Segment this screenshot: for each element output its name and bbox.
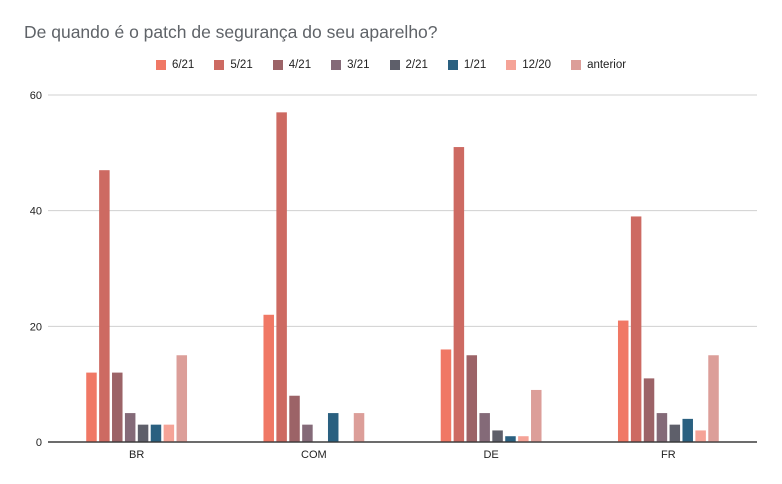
bar [492, 430, 503, 442]
bar [276, 112, 287, 442]
bar [440, 349, 452, 442]
bar [112, 372, 123, 442]
legend-swatch [447, 60, 458, 70]
legend-item: anterior [571, 59, 626, 71]
bar [695, 430, 706, 442]
y-tick-label: 20 [30, 321, 42, 333]
legend-swatch [331, 60, 342, 70]
bar [137, 424, 149, 442]
bar [124, 413, 136, 442]
legend-label: 1/21 [463, 59, 487, 71]
bar [643, 378, 655, 442]
bar [99, 170, 110, 442]
legend-item: 12/20 [506, 59, 551, 71]
y-tick-label: 0 [36, 437, 42, 449]
x-tick-label: BR [129, 449, 144, 461]
legend-label: 4/21 [288, 59, 312, 71]
legend-label: anterior [587, 59, 627, 71]
legend-label: 12/20 [522, 59, 552, 71]
bar [176, 355, 188, 442]
bar [327, 413, 339, 442]
legend-swatch [389, 60, 400, 70]
legend-item: 5/21 [214, 59, 253, 71]
bar [86, 372, 97, 442]
legend-swatch [506, 60, 517, 70]
bar [682, 418, 693, 442]
bar [630, 216, 642, 442]
bar [353, 413, 365, 442]
legend-item: 1/21 [447, 59, 487, 71]
legend-swatch [571, 60, 582, 70]
chart-title: De quando é o patch de segurança do seu … [24, 22, 438, 42]
legend-label: 2/21 [405, 59, 428, 71]
bar [518, 436, 529, 442]
bar [150, 424, 162, 442]
bar [263, 314, 274, 442]
bar [479, 413, 490, 442]
x-tick-label: FR [661, 449, 676, 461]
bar [289, 395, 300, 442]
legend-item: 2/21 [389, 59, 428, 71]
bar [163, 424, 175, 442]
y-tick-label: 40 [30, 206, 42, 218]
legend-swatch [155, 60, 166, 70]
y-tick-label: 60 [30, 90, 42, 102]
legend-label: 6/21 [171, 59, 195, 71]
x-tick-label: COM [301, 449, 327, 461]
legend-label: 3/21 [347, 59, 370, 71]
legend-label: 5/21 [230, 59, 253, 71]
legend-item: 4/21 [272, 59, 312, 71]
legend-item: 3/21 [331, 59, 370, 71]
legend-item: 6/21 [155, 59, 195, 71]
x-tick-label: DE [483, 449, 498, 461]
bar [617, 320, 629, 442]
bar [302, 424, 313, 442]
bar [466, 355, 478, 442]
bar [453, 147, 465, 443]
legend-swatch [272, 60, 283, 70]
bar [669, 424, 681, 442]
bar [505, 436, 516, 442]
bar [656, 413, 668, 442]
bar [708, 355, 719, 442]
bar [531, 389, 542, 442]
legend-swatch [214, 60, 225, 70]
chart-legend: 6/21 5/21 4/21 3/21 2/21 1/21 12/20 anterior [0, 59, 782, 71]
